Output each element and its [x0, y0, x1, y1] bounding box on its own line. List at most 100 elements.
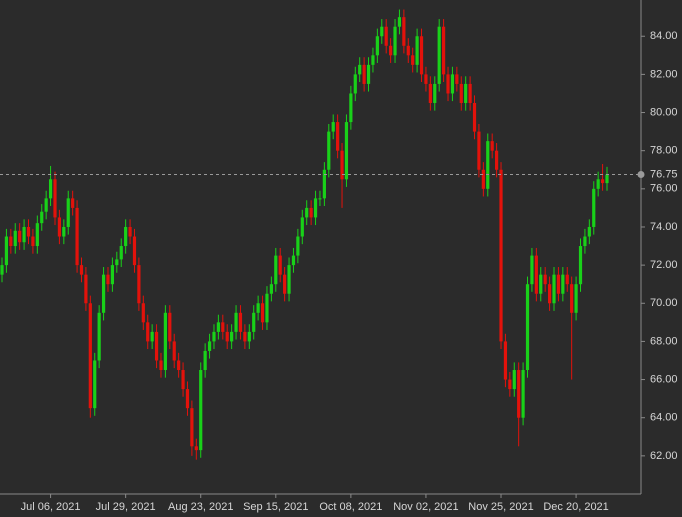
candle-body — [344, 122, 349, 180]
candle-body — [547, 284, 552, 304]
candle-body — [481, 169, 485, 189]
y-tick-label: 74.00 — [650, 221, 678, 233]
candle-body — [269, 284, 273, 294]
candle-body — [552, 274, 556, 304]
candle-body — [84, 274, 88, 304]
candle-body — [119, 246, 123, 260]
candle-body — [110, 265, 115, 285]
candle-body — [366, 64, 371, 84]
candle-body — [207, 341, 212, 351]
candle-body — [508, 379, 512, 390]
x-tick-label: Jul 06, 2021 — [21, 501, 81, 513]
candle-body — [556, 274, 561, 294]
candle-body — [322, 169, 326, 199]
candle-body — [490, 141, 494, 151]
candle-body — [194, 446, 198, 451]
candle-body — [494, 150, 499, 170]
candle-body — [459, 83, 463, 103]
candle-body — [472, 102, 477, 132]
candle-body — [305, 207, 309, 218]
candle-body — [274, 255, 278, 285]
y-tick-label: 78.00 — [650, 145, 678, 157]
candle-body — [35, 223, 39, 247]
y-tick-label: 66.00 — [650, 373, 678, 385]
candle-body — [181, 370, 185, 390]
candle-body — [384, 26, 388, 46]
candle-body — [150, 331, 154, 342]
candle-body — [437, 26, 441, 84]
candle-body — [340, 150, 344, 180]
candle-body — [216, 322, 220, 332]
candle-body — [128, 226, 132, 237]
candle-body — [225, 331, 229, 342]
candle-body — [106, 274, 110, 285]
candle-body — [446, 74, 450, 94]
x-tick-label: Oct 08, 2021 — [319, 501, 382, 513]
candle-body — [0, 265, 4, 275]
candle-body — [115, 259, 119, 266]
y-tick-label: 72.00 — [650, 259, 678, 271]
candle-body — [230, 331, 234, 342]
y-tick-label: 64.00 — [650, 412, 678, 424]
candle-body — [79, 265, 84, 275]
candle-body — [464, 83, 468, 103]
candle-body — [415, 36, 419, 65]
candle-body — [349, 93, 353, 123]
candle-body — [503, 341, 508, 380]
candle-body — [499, 169, 503, 342]
candle-body — [605, 174, 609, 184]
candle-body — [4, 236, 9, 266]
y-tick-label: 80.00 — [650, 106, 678, 118]
candle-body — [238, 312, 243, 332]
candle-body — [477, 131, 481, 170]
candle-body — [561, 274, 565, 294]
candle-body — [530, 255, 534, 285]
candle-body — [565, 274, 569, 285]
candle-body — [190, 408, 194, 447]
candle-body — [177, 360, 181, 371]
candle-body — [327, 131, 331, 170]
candle-body — [199, 370, 203, 451]
candle-body — [300, 217, 304, 237]
candle-body — [419, 36, 424, 75]
y-tick-label: 70.00 — [650, 297, 678, 309]
last-price-dot — [637, 171, 645, 179]
candle-body — [587, 226, 591, 237]
candle-body — [66, 198, 70, 227]
candle-body — [234, 312, 238, 332]
candle-body — [212, 331, 216, 342]
x-tick-label: Sep 15, 2021 — [243, 501, 308, 513]
candle-body — [18, 230, 22, 243]
candle-body — [543, 274, 547, 285]
candle-body — [358, 64, 362, 75]
y-tick-label: 82.00 — [650, 68, 678, 80]
candle-body — [380, 26, 384, 37]
candle-body — [313, 198, 318, 218]
candle-body — [243, 331, 247, 342]
candle-body — [291, 255, 296, 266]
candle-body — [450, 74, 455, 94]
candle-body — [433, 83, 437, 103]
candle-body — [424, 74, 428, 84]
candle-body — [22, 226, 26, 243]
x-tick-label: Jul 29, 2021 — [96, 501, 156, 513]
y-tick-label: 62.00 — [650, 450, 678, 462]
candle-body — [539, 274, 543, 294]
candle-body — [88, 303, 92, 409]
candle-body — [318, 198, 322, 200]
x-tick-label: Aug 23, 2021 — [168, 501, 233, 513]
candle-body — [517, 370, 521, 418]
candle-body — [389, 45, 393, 56]
candle-body — [31, 236, 35, 247]
x-tick-label: Nov 25, 2021 — [468, 501, 533, 513]
candle-body — [44, 198, 48, 212]
candle-body — [521, 370, 525, 418]
candle-body — [600, 179, 605, 184]
candle-body — [159, 360, 163, 371]
candle-body — [163, 312, 167, 371]
candle-body — [265, 293, 269, 323]
candle-body — [331, 122, 335, 132]
candle-body — [40, 211, 44, 224]
candle-body — [592, 188, 596, 227]
candle-body — [9, 236, 13, 247]
